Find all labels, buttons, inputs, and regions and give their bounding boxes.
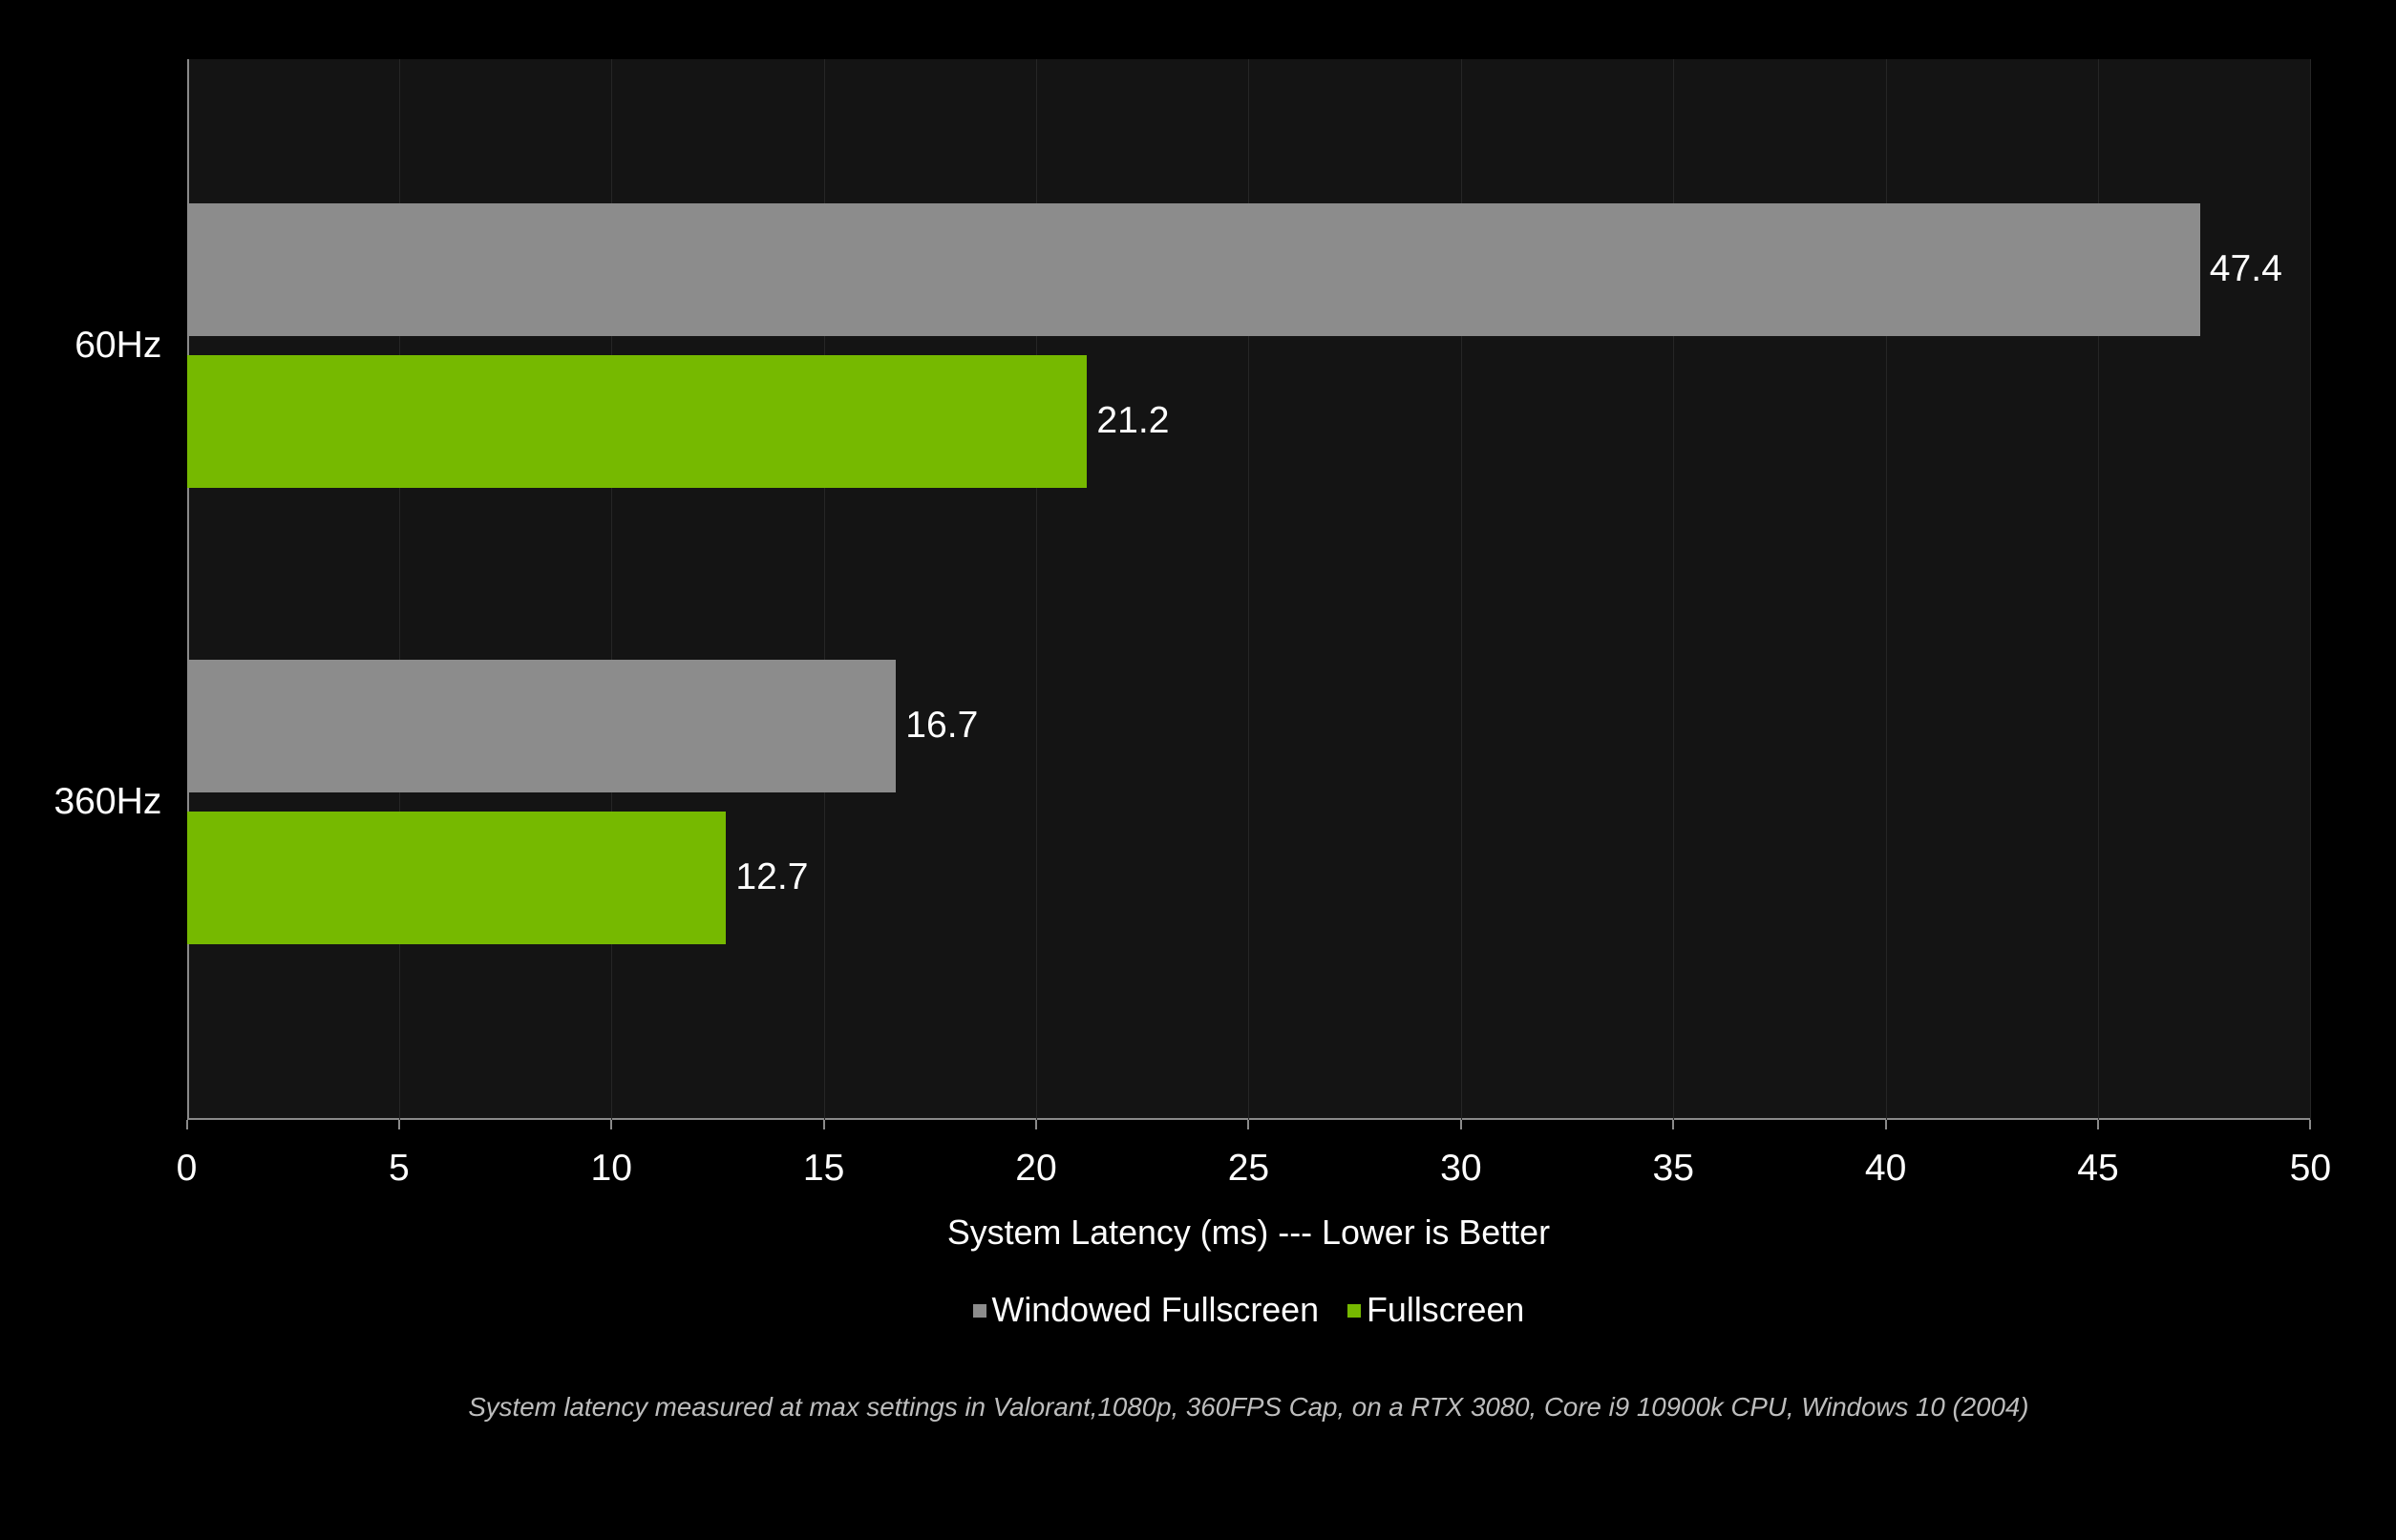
x-tick-label: 45 bbox=[2077, 1148, 2118, 1190]
x-tick-label: 15 bbox=[803, 1148, 844, 1190]
x-tick-label: 20 bbox=[1015, 1148, 1056, 1190]
x-axis-title: System Latency (ms) --- Lower is Better bbox=[947, 1213, 1550, 1253]
x-tick-label: 5 bbox=[389, 1148, 410, 1190]
category-label: 360Hz bbox=[53, 781, 161, 823]
legend: Windowed Fullscreen Fullscreen bbox=[187, 1291, 2311, 1330]
x-tick bbox=[2309, 1120, 2311, 1129]
legend-swatch bbox=[1347, 1304, 1361, 1318]
plot-area: 47.4 21.2 16.7 12.7 bbox=[187, 59, 2311, 1120]
x-tick bbox=[1672, 1120, 1674, 1129]
x-tick bbox=[186, 1120, 188, 1129]
bar bbox=[187, 355, 1088, 488]
bar bbox=[187, 660, 897, 792]
bar bbox=[187, 812, 727, 944]
x-tick-label: 0 bbox=[177, 1148, 198, 1190]
bar-value-label: 12.7 bbox=[735, 856, 808, 898]
bar bbox=[187, 203, 2200, 336]
x-tick bbox=[1885, 1120, 1887, 1129]
x-tick bbox=[2097, 1120, 2099, 1129]
x-tick-label: 25 bbox=[1228, 1148, 1269, 1190]
x-tick-label: 10 bbox=[591, 1148, 632, 1190]
chart-container: 47.4 21.2 16.7 12.7 System Latency (ms) ---… bbox=[0, 0, 2396, 1540]
x-tick-label: 50 bbox=[2290, 1148, 2331, 1190]
legend-item: Fullscreen bbox=[1347, 1291, 1524, 1330]
legend-item: Windowed Fullscreen bbox=[973, 1291, 1320, 1330]
x-tick bbox=[823, 1120, 825, 1129]
bar-value-label: 16.7 bbox=[905, 705, 978, 747]
category-label: 60Hz bbox=[74, 325, 161, 367]
bar-value-label: 47.4 bbox=[2210, 248, 2282, 290]
footnote: System latency measured at max settings … bbox=[468, 1392, 2028, 1423]
gridline bbox=[2310, 59, 2311, 1120]
x-tick-label: 35 bbox=[1652, 1148, 1693, 1190]
x-tick bbox=[1247, 1120, 1249, 1129]
bar-value-label: 21.2 bbox=[1096, 400, 1169, 442]
x-tick-label: 30 bbox=[1440, 1148, 1481, 1190]
x-tick-label: 40 bbox=[1865, 1148, 1906, 1190]
legend-swatch bbox=[973, 1304, 986, 1318]
legend-label: Windowed Fullscreen bbox=[992, 1291, 1320, 1330]
x-tick bbox=[398, 1120, 400, 1129]
x-tick bbox=[1035, 1120, 1037, 1129]
x-tick bbox=[610, 1120, 612, 1129]
legend-label: Fullscreen bbox=[1367, 1291, 1524, 1330]
x-tick bbox=[1460, 1120, 1462, 1129]
